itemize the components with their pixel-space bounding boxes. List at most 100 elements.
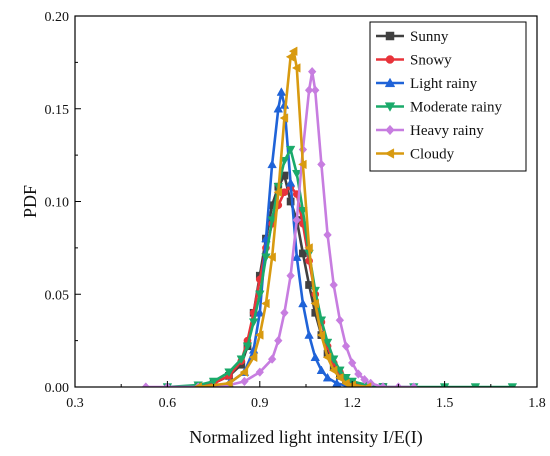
data-point: [335, 315, 345, 325]
data-point: [378, 382, 388, 387]
legend-label: Cloudy: [410, 147, 455, 163]
x-tick-label: 1.5: [436, 396, 454, 411]
legend-label: Moderate rainy: [410, 100, 503, 116]
data-point: [323, 230, 332, 240]
data-point: [322, 352, 332, 363]
data-point: [304, 243, 313, 253]
data-point: [236, 355, 247, 365]
data-point: [242, 342, 253, 352]
data-point: [208, 377, 219, 387]
x-axis-label: Normalized light intensity I/E(I): [189, 427, 422, 448]
x-tick-label: 0.6: [159, 396, 177, 411]
data-point: [335, 366, 345, 376]
data-point: [276, 87, 287, 96]
series-line: [167, 148, 513, 387]
data-point: [341, 341, 351, 351]
data-point: [360, 374, 369, 385]
legend-item: Moderate rainy: [376, 100, 503, 116]
data-point: [273, 187, 282, 197]
data-point: [362, 382, 372, 387]
data-point: [267, 354, 277, 364]
legend-label: Snowy: [410, 53, 452, 69]
data-point: [254, 330, 264, 340]
data-point: [255, 367, 265, 377]
series-snowy: [194, 182, 387, 387]
legend-item: Sunny: [376, 29, 449, 45]
data-point: [291, 63, 301, 73]
y-tick-label: 0.15: [45, 103, 70, 118]
data-point: [328, 365, 338, 376]
data-point: [274, 335, 283, 346]
data-point: [347, 358, 357, 368]
data-point: [286, 271, 295, 281]
data-point: [239, 367, 249, 377]
data-point: [240, 376, 249, 387]
data-point: [292, 215, 301, 225]
legend-marker: [385, 31, 395, 41]
data-point: [409, 382, 419, 387]
series-moderate-rainy: [162, 145, 518, 387]
data-point: [279, 113, 289, 123]
data-point: [285, 52, 295, 62]
data-point: [248, 318, 259, 327]
data-point: [341, 378, 350, 387]
y-tick-label: 0.20: [45, 10, 70, 25]
series-line: [213, 90, 383, 387]
data-point: [304, 330, 314, 339]
data-point: [292, 252, 302, 261]
data-point: [322, 372, 333, 382]
legend-marker: [384, 77, 396, 88]
y-axis-label: PDF: [20, 185, 40, 218]
data-point: [298, 159, 307, 170]
legend-item: Cloudy: [376, 147, 455, 163]
data-point: [507, 383, 518, 387]
data-point: [280, 308, 289, 318]
data-point: [141, 382, 151, 387]
data-point: [335, 372, 344, 383]
series-line: [197, 185, 383, 387]
data-point: [285, 178, 296, 187]
x-tick-label: 0.9: [251, 396, 269, 411]
legend-item: Light rainy: [376, 76, 478, 92]
legend-item: Heavy rainy: [376, 123, 484, 139]
x-tick-label: 1.8: [528, 396, 546, 411]
data-point: [298, 298, 308, 308]
legend-marker: [385, 55, 395, 64]
legend-item: Snowy: [376, 53, 452, 69]
data-point: [310, 352, 320, 362]
series-cloudy: [193, 46, 372, 387]
data-point: [329, 280, 338, 290]
y-tick-label: 0.05: [45, 288, 70, 303]
data-point: [316, 330, 326, 340]
legend-box: [369, 21, 527, 172]
series-layer: [141, 46, 518, 387]
data-point: [248, 352, 258, 363]
y-tick-label: 0.10: [45, 196, 70, 211]
data-point: [322, 338, 333, 348]
axis-layer: 0.3 0.6 0.9 1.2 1.5 1.8 0.00 0.05 0.10 0.15 0.20: [45, 10, 546, 411]
data-point: [316, 365, 327, 375]
data-point: [285, 145, 296, 155]
data-point: [267, 216, 277, 225]
data-point: [317, 159, 326, 170]
y-tick-label: 0.00: [45, 381, 70, 396]
data-point: [328, 355, 339, 365]
legend-marker: [385, 124, 395, 136]
legend-label: Sunny: [410, 29, 449, 45]
legend-marker: [384, 148, 395, 159]
data-point: [311, 85, 320, 95]
data-point: [354, 369, 363, 379]
data-point: [304, 85, 314, 95]
x-tick-label: 1.2: [343, 396, 361, 411]
data-point: [267, 159, 277, 169]
legend: Sunny Snowy Light rainy Moderate rainy Heavy…: [369, 21, 527, 172]
legend-label: Light rainy: [410, 76, 478, 92]
data-point: [267, 252, 276, 262]
data-point: [292, 169, 302, 179]
data-point: [470, 383, 481, 387]
series-heavy-rainy: [141, 66, 419, 387]
data-point: [255, 307, 265, 317]
data-point: [193, 382, 202, 387]
data-point: [255, 290, 265, 300]
